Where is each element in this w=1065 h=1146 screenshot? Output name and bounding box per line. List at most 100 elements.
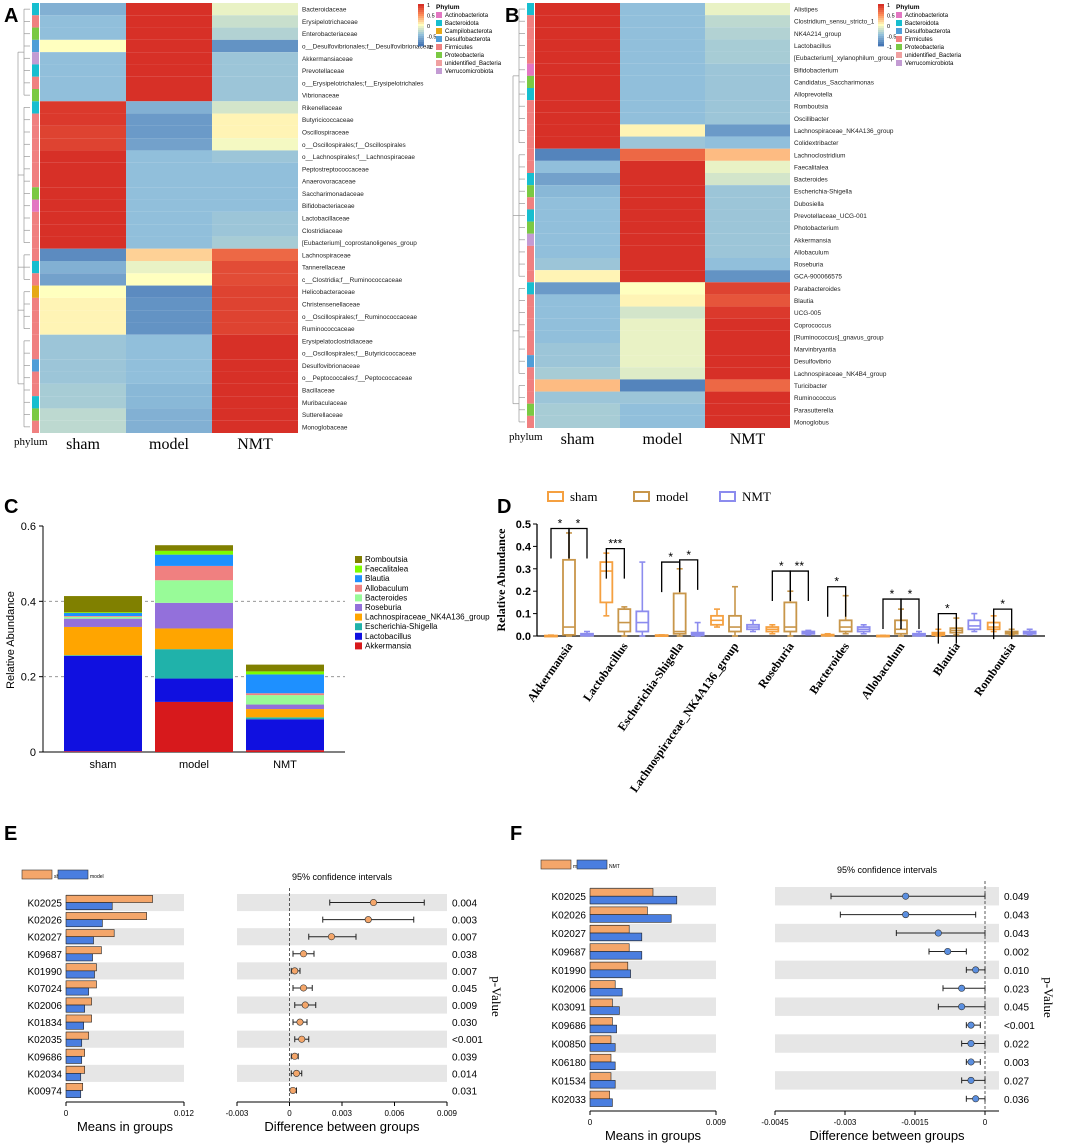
- bar-segment: [246, 750, 324, 752]
- phylum-cell: [32, 211, 39, 225]
- row-label: Alistipes: [794, 7, 818, 14]
- legend-swatch: [436, 68, 442, 74]
- ci-mean-point: [902, 892, 910, 900]
- ci-mean-point: [967, 1058, 975, 1066]
- x-axis-label: Means in groups: [605, 1128, 702, 1143]
- y-tick-label: 0.4: [21, 596, 36, 608]
- legend-swatch: [436, 28, 442, 34]
- scale-swatch: [418, 16, 424, 19]
- heat-cell: [40, 359, 126, 372]
- phylum-cell: [527, 160, 534, 173]
- mean-bar: [589, 1035, 612, 1044]
- row-label: Romboutsia: [794, 104, 829, 111]
- row-label: Oscillospiraceae: [302, 130, 349, 137]
- heat-cell: [620, 318, 705, 331]
- ci-mean-point: [299, 984, 307, 992]
- heat-cell: [535, 282, 620, 295]
- p-value: 0.027: [1004, 1076, 1029, 1087]
- mean-bar: [65, 987, 89, 996]
- bar-segment: [155, 649, 233, 679]
- legend-swatch: [355, 584, 362, 592]
- scale-swatch: [418, 20, 424, 23]
- row-label: Dubosiella: [794, 201, 824, 208]
- heat-cell: [620, 88, 705, 101]
- significance-bracket: [900, 598, 920, 630]
- heat-cell: [620, 63, 705, 76]
- row-label: Coprococcus: [794, 322, 831, 329]
- p-value: 0.004: [452, 899, 477, 910]
- p-value: 0.002: [1004, 947, 1029, 958]
- scale-swatch: [418, 32, 424, 35]
- phylum-cell: [32, 3, 39, 16]
- category-label: K02006: [28, 1001, 63, 1012]
- p-value-axis-label: p-Value: [489, 976, 504, 1017]
- heat-cell: [535, 51, 620, 64]
- phylum-cell: [32, 101, 39, 114]
- mean-bar: [589, 1024, 617, 1034]
- heatmap-b: Alistipes Clostridium_sensu_stricto_1 NK4A…: [509, 3, 962, 448]
- scale-swatch: [878, 36, 884, 39]
- row-label: Prevotellaceae_UCG-001: [794, 213, 867, 220]
- box: [783, 601, 798, 633]
- legend-title: Phylum: [896, 4, 920, 11]
- mean-bar: [589, 906, 648, 915]
- row-label: Enterobacteriaceae: [302, 31, 358, 38]
- mean-bar: [589, 914, 672, 923]
- heat-cell: [705, 294, 790, 307]
- phylum-axis-label: phylum: [14, 436, 48, 448]
- bar-segment: [246, 695, 324, 705]
- significance-label: *: [908, 587, 913, 601]
- row-label: Parasutterella: [794, 407, 834, 414]
- phylum-cell: [32, 64, 39, 77]
- heat-cell: [620, 160, 705, 173]
- heat-cell: [40, 64, 126, 77]
- heat-cell: [212, 52, 298, 65]
- legend-swatch: [436, 12, 442, 18]
- row-stripe: [590, 1071, 716, 1090]
- heat-cell: [535, 39, 620, 52]
- legend-label: Verrucomicrobiota: [905, 61, 954, 67]
- heat-cell: [705, 3, 790, 16]
- x-tick-label: Lactobacillus: [580, 639, 631, 704]
- legend-label: sham: [570, 489, 597, 504]
- x-tick-label: Lachnospiraceae_NK4A136_group: [627, 639, 742, 795]
- heat-cell: [535, 112, 620, 125]
- y-tick-label: 0.0: [516, 631, 531, 643]
- row-label: Lachnospiraceae_NK4B4_group: [794, 371, 887, 378]
- phylum-cell: [527, 270, 534, 283]
- row-label: Roseburia: [794, 262, 824, 269]
- extended-error-bar-f: modelNMTK020250.049K020260.043K020270.04…: [540, 859, 1056, 1143]
- ci-x-tick-label: -0.0015: [901, 1118, 929, 1127]
- scale-swatch: [878, 22, 884, 25]
- heat-cell: [126, 175, 212, 188]
- heat-cell: [212, 64, 298, 77]
- heat-cell: [126, 334, 212, 347]
- row-stripe: [237, 962, 447, 980]
- phylum-cell: [527, 330, 534, 343]
- x-tick-label: Blautia: [930, 640, 963, 679]
- phylum-cell: [527, 294, 534, 307]
- ci-mean-point: [301, 1001, 309, 1009]
- phylum-cell: [527, 245, 534, 258]
- ci-mean-point: [958, 1003, 966, 1011]
- heat-cell: [535, 294, 620, 307]
- heat-cell: [212, 76, 298, 89]
- phylum-cell: [527, 3, 534, 16]
- heat-cell: [126, 359, 212, 372]
- legend-label: model: [656, 489, 689, 504]
- phylum-cell: [32, 359, 39, 372]
- row-label: Lachnospiraceae: [302, 252, 351, 259]
- phylum-cell: [32, 371, 39, 384]
- heat-cell: [212, 187, 298, 200]
- row-label: o__Desulfovibrionales;f__Desulfovibriona…: [302, 44, 434, 51]
- phylum-cell: [527, 415, 534, 428]
- p-value: 0.031: [452, 1086, 477, 1097]
- heat-cell: [620, 185, 705, 198]
- row-label: o__Lachnospirales;f__Lachnospiraceae: [302, 154, 415, 161]
- row-stripe: [775, 1071, 999, 1090]
- legend-swatch: [896, 60, 902, 66]
- bar-segment: [64, 613, 142, 617]
- category-label: K01990: [552, 966, 587, 977]
- heat-cell: [40, 322, 126, 335]
- legend-swatch: [355, 565, 362, 573]
